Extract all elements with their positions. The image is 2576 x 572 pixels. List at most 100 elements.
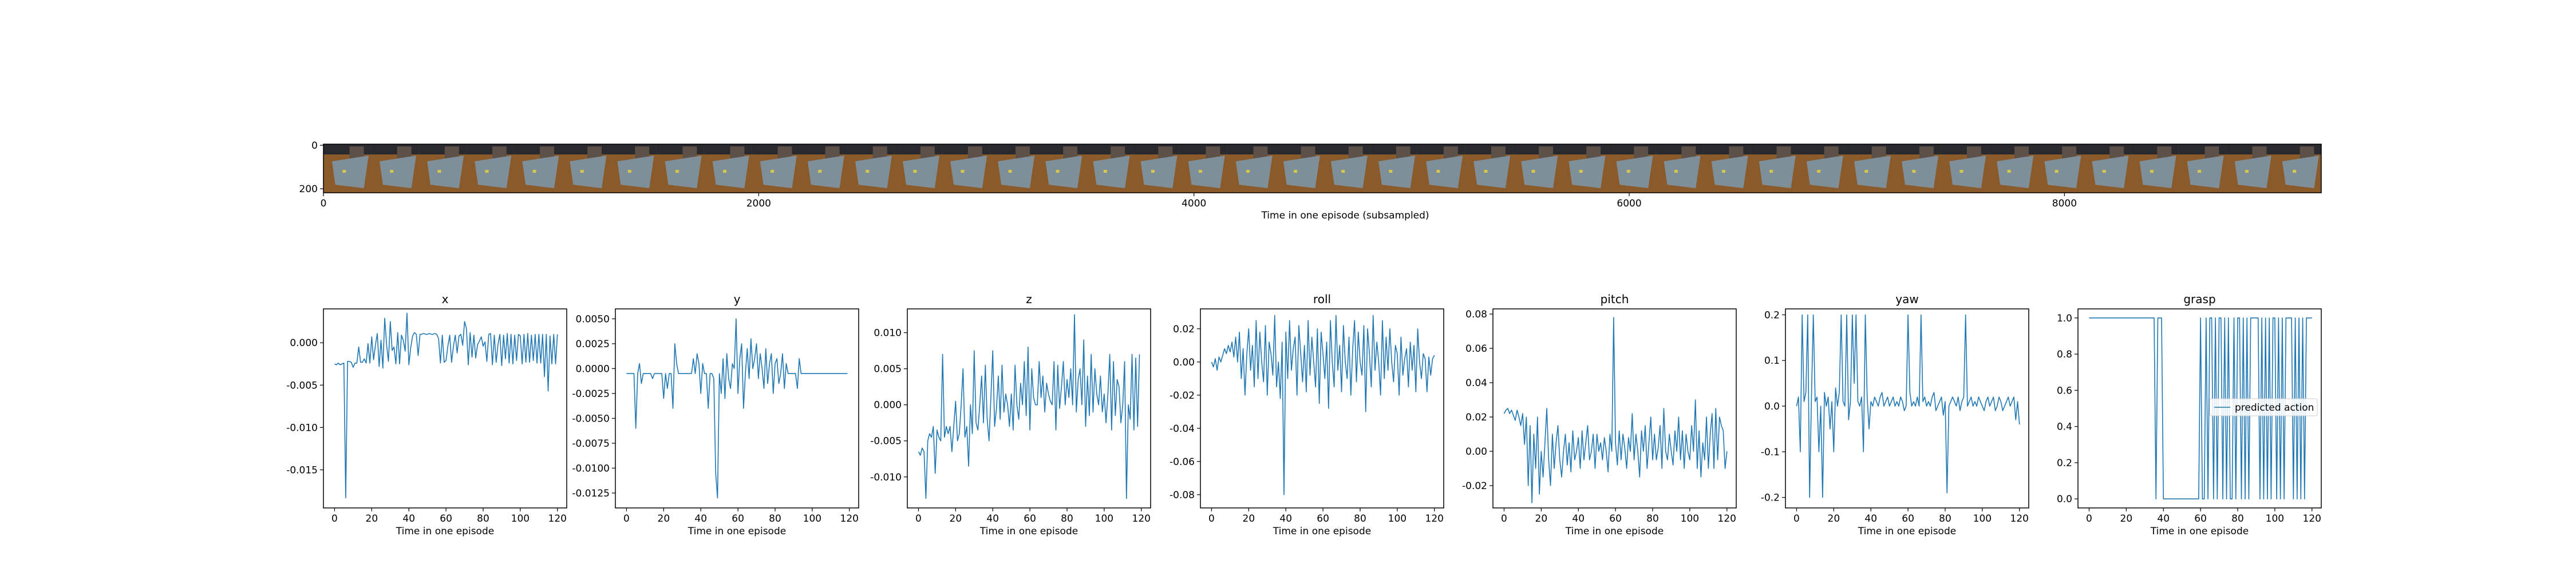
chart-title: roll [1313, 292, 1331, 306]
x-tick-label: 20 [1828, 513, 1840, 525]
y-tick-label: 0.1 [1764, 355, 1780, 367]
plot-frame [1492, 308, 1737, 509]
chart-z: z 0 20 40 60 80 100 120 Time in one episode 0.010… [870, 292, 1151, 537]
legend-box [2209, 398, 2318, 416]
filmstrip-frame [1560, 144, 1609, 193]
filmstrip-x-tick-label: 6000 [1617, 198, 1641, 209]
filmstrip-x-tick-label: 0 [321, 198, 327, 209]
x-tick-label: 80 [1061, 513, 1073, 525]
x-tick-label: 100 [1388, 513, 1406, 525]
chart-y: y 0 20 40 60 80 100 120 Time in one episode 0.005… [572, 292, 859, 537]
x-tick-label: 100 [1973, 513, 1992, 525]
x-tick-label: 100 [2266, 513, 2284, 525]
series-line [1211, 315, 1435, 495]
y-tick-label: -0.04 [1170, 423, 1195, 435]
filmstrip-frame [894, 144, 942, 193]
x-tick-label: 20 [658, 513, 670, 525]
filmstrip-frame [1893, 144, 1941, 193]
x-tick-label: 100 [1681, 513, 1699, 525]
x-axis-label: Time in one episode [2150, 526, 2249, 537]
filmstrip-frame [704, 144, 752, 193]
filmstrip-frame [1512, 144, 1560, 193]
filmstrip-frame [2083, 144, 2132, 193]
filmstrip-frame [942, 144, 990, 193]
x-tick-label: 40 [1572, 513, 1585, 525]
y-tick-label: -0.005 [286, 380, 318, 391]
series-line [626, 318, 848, 499]
x-tick-label: 20 [2120, 513, 2133, 525]
filmstrip-frame [751, 144, 800, 193]
x-tick-label: 80 [1354, 513, 1366, 525]
y-tick-label: -0.02 [1170, 390, 1195, 402]
y-tick-label: 0.005 [874, 364, 902, 375]
filmstrip-frame [1941, 144, 1989, 193]
filmstrip-frame-border [323, 144, 2322, 193]
y-tick-label: 0.08 [1465, 309, 1487, 320]
x-tick-label: 120 [1425, 513, 1444, 525]
filmstrip-x-axis-label: Time in one episode (subsampled) [1261, 210, 1429, 221]
x-tick-label: 40 [1864, 513, 1877, 525]
filmstrip-frame [513, 144, 562, 193]
filmstrip-frame [1607, 144, 1656, 193]
x-axis-label: Time in one episode [688, 526, 786, 537]
filmstrip-frames [323, 144, 2322, 193]
y-tick-label: -0.1 [1761, 447, 1780, 458]
chart-title: y [734, 292, 741, 306]
x-tick-label: 60 [732, 513, 744, 525]
filmstrip-frame [1179, 144, 1228, 193]
filmstrip-x-tick-label: 8000 [2052, 198, 2077, 209]
filmstrip-frame [847, 144, 895, 193]
filmstrip-frame [1274, 144, 1323, 193]
filmstrip-frame [1227, 144, 1275, 193]
x-tick-label: 120 [2303, 513, 2321, 525]
x-tick-label: 60 [440, 513, 452, 525]
series-line [334, 312, 558, 499]
x-tick-label: 0 [1501, 513, 1507, 525]
y-tick-label: -0.2 [1761, 492, 1780, 504]
x-axis-label: Time in one episode [1273, 526, 1371, 537]
x-tick-label: 20 [1243, 513, 1255, 525]
x-tick-label: 120 [548, 513, 567, 525]
y-tick-label: 0.6 [2057, 385, 2072, 396]
x-tick-label: 20 [1535, 513, 1548, 525]
y-tick-label: 0.02 [1173, 324, 1195, 335]
filmstrip-y-ticks: 0 200 [299, 140, 323, 195]
x-tick-label: 80 [477, 513, 489, 525]
x-tick-label: 0 [1208, 513, 1215, 525]
y-tick-label: 0.2 [2057, 458, 2072, 469]
filmstrip-frame [466, 144, 514, 193]
filmstrip-frame [1370, 144, 1418, 193]
x-tick-label: 80 [1646, 513, 1659, 525]
x-tick-label: 40 [1279, 513, 1292, 525]
x-tick-label: 120 [1718, 513, 1736, 525]
x-tick-label: 40 [986, 513, 999, 525]
filmstrip-frame [1132, 144, 1180, 193]
x-tick-label: 100 [803, 513, 821, 525]
y-tick-label: 0.0 [2057, 494, 2072, 505]
filmstrip-frame [1465, 144, 1513, 193]
x-axis-label: Time in one episode [396, 526, 494, 537]
y-tick-label: 0.00 [1173, 357, 1195, 368]
filmstrip-frame [1750, 144, 1799, 193]
plot-frame [1785, 308, 2029, 509]
y-tick-label: 0.000 [290, 337, 318, 349]
x-tick-label: 60 [1609, 513, 1622, 525]
x-tick-label: 0 [915, 513, 922, 525]
y-tick-label: -0.010 [870, 472, 902, 483]
y-tick-label: 0.0 [1764, 401, 1780, 412]
plot-frame [1200, 308, 1444, 509]
chart-title: z [1026, 292, 1032, 306]
filmstrip-y-tick-label: 200 [299, 184, 318, 195]
series-line [918, 314, 1140, 499]
filmstrip-frame [1797, 144, 1846, 193]
x-tick-label: 80 [1939, 513, 1951, 525]
filmstrip-frame [989, 144, 1037, 193]
plot-frame [323, 308, 567, 509]
y-tick-label: -0.02 [1462, 480, 1487, 492]
x-axis-label: Time in one episode [1565, 526, 1664, 537]
filmstrip-frame [1084, 144, 1133, 193]
x-tick-label: 0 [2086, 513, 2092, 525]
plot-frame [615, 308, 859, 509]
